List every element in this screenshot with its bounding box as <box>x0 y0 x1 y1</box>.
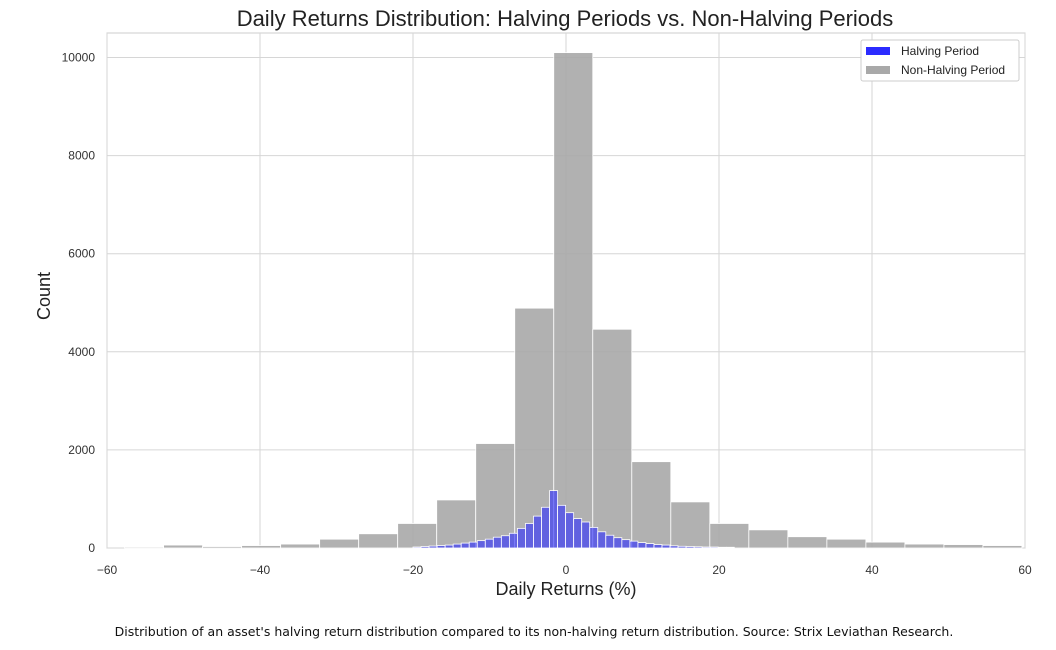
halving-bar <box>557 504 567 549</box>
legend-swatch-halving <box>866 47 890 55</box>
halving-bar <box>605 534 615 549</box>
x-tick-label: 60 <box>1018 563 1032 577</box>
halving-bar <box>492 536 502 549</box>
non-halving-bar <box>631 461 672 549</box>
non-halving-bar <box>163 544 204 549</box>
y-tick-label: 4000 <box>68 345 95 359</box>
y-tick-label: 0 <box>88 541 95 555</box>
halving-bar <box>677 545 687 549</box>
halving-bar <box>685 546 695 549</box>
halving-bar <box>500 535 510 549</box>
x-axis-label: Daily Returns (%) <box>495 579 636 599</box>
x-tick-label: 0 <box>563 563 570 577</box>
legend-box <box>860 39 1020 82</box>
y-axis-ticks: 0 2000 4000 6000 8000 10000 <box>62 51 96 555</box>
legend-label-halving: Halving Period <box>901 44 979 58</box>
x-tick-label: 20 <box>712 563 726 577</box>
halving-bar <box>468 541 478 549</box>
non-halving-bar <box>709 523 750 549</box>
x-tick-label: −60 <box>97 563 118 577</box>
y-tick-label: 10000 <box>62 51 96 65</box>
non-halving-bar <box>982 545 1023 549</box>
x-tick-label: −20 <box>403 563 424 577</box>
halving-bar <box>669 545 679 549</box>
halving-bar <box>621 539 631 549</box>
halving-bar <box>541 506 550 549</box>
non-halving-bar <box>553 52 594 549</box>
halving-bar <box>525 523 534 549</box>
non-halving-bar <box>436 499 477 549</box>
non-halving-bar <box>904 543 945 549</box>
halving-bar <box>484 538 494 549</box>
non-halving-bar <box>358 533 399 549</box>
halving-bar <box>637 542 647 549</box>
non-halving-bar <box>748 529 789 549</box>
halving-bar <box>701 546 711 549</box>
halving-bar <box>613 537 623 549</box>
halving-bar <box>653 544 663 549</box>
x-axis-ticks: −60 −40 −20 0 20 40 60 <box>97 563 1032 577</box>
y-tick-label: 2000 <box>68 443 95 457</box>
halving-bar <box>629 540 639 549</box>
figure-caption: Distribution of an asset's halving retur… <box>114 624 954 639</box>
x-tick-label: 40 <box>865 563 879 577</box>
halving-bar <box>549 490 558 549</box>
non-halving-bar <box>241 545 282 549</box>
halving-bar <box>533 515 542 549</box>
halving-bar <box>565 512 575 549</box>
halving-bar <box>589 527 599 549</box>
halving-bar <box>412 546 422 549</box>
non-halving-bar <box>592 328 633 549</box>
non-halving-bar <box>670 501 711 549</box>
halving-bar <box>460 542 470 549</box>
halving-bar <box>581 521 591 549</box>
halving-bar <box>452 543 462 549</box>
halving-bar <box>693 546 703 549</box>
non-halving-bar <box>475 443 516 549</box>
halving-bar <box>661 544 671 549</box>
non-halving-bar <box>865 541 906 549</box>
halving-bar <box>725 546 735 549</box>
halving-bar <box>420 546 430 549</box>
non-halving-bar <box>319 538 360 549</box>
halving-bar <box>645 543 655 549</box>
halving-bar <box>476 540 486 549</box>
non-halving-bar <box>787 536 828 549</box>
non-halving-bar <box>943 544 984 549</box>
x-tick-label: −40 <box>250 563 271 577</box>
legend-label-nonhalving: Non-Halving Period <box>901 63 1005 77</box>
y-tick-label: 6000 <box>68 247 95 261</box>
halving-bar <box>573 518 583 549</box>
non-halving-bars <box>124 52 1023 549</box>
non-halving-bar <box>124 546 165 549</box>
halving-bars <box>412 490 735 549</box>
non-halving-bar <box>826 538 867 549</box>
halving-bar <box>517 527 526 549</box>
y-axis-label: Count <box>34 272 54 320</box>
halving-bar <box>709 546 719 549</box>
legend: Halving Period Non-Halving Period <box>860 39 1020 82</box>
legend-swatch-nonhalving <box>866 66 890 74</box>
non-halving-bar <box>280 543 321 549</box>
chart-title: Daily Returns Distribution: Halving Peri… <box>237 6 894 31</box>
halving-bar <box>717 546 727 549</box>
histogram-chart: Daily Returns Distribution: Halving Peri… <box>34 6 1032 599</box>
non-halving-bar <box>202 546 243 549</box>
halving-bar <box>508 532 518 549</box>
halving-bar <box>444 544 454 549</box>
halving-bar <box>436 545 446 549</box>
y-tick-label: 8000 <box>68 149 95 163</box>
non-halving-bar <box>397 523 438 549</box>
halving-bar <box>428 545 438 549</box>
halving-bar <box>597 531 607 549</box>
